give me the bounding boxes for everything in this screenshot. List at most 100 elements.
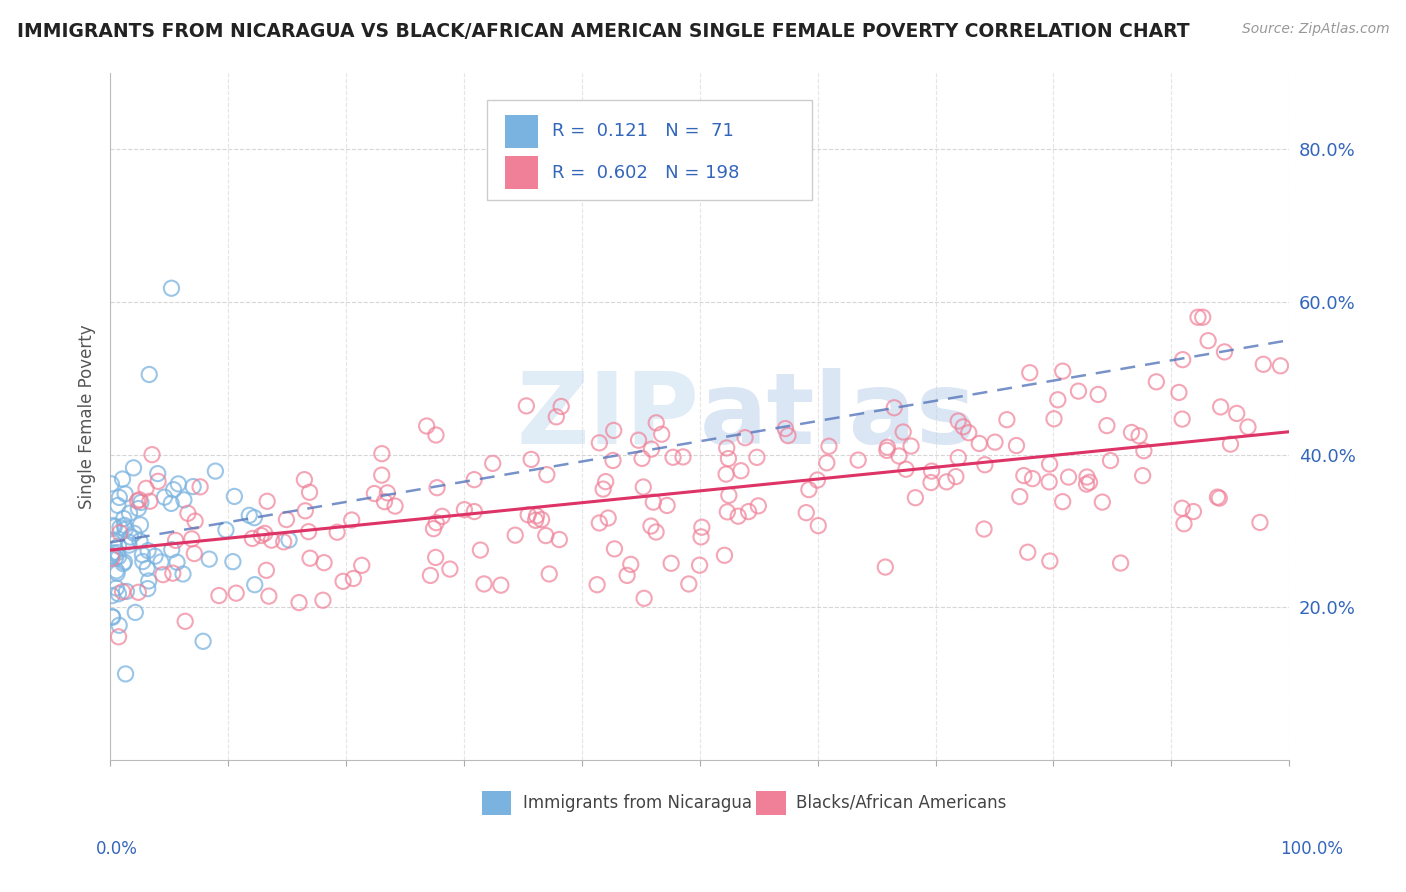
Point <box>1187 310 1209 325</box>
Point <box>132 555 155 569</box>
Point <box>172 566 194 581</box>
Point <box>659 556 682 570</box>
FancyBboxPatch shape <box>505 115 538 148</box>
Point <box>1052 364 1074 378</box>
Point <box>139 494 162 508</box>
Point <box>101 546 124 560</box>
Point <box>672 450 695 464</box>
Point <box>713 549 735 563</box>
Point <box>1226 406 1249 420</box>
Point <box>253 526 276 541</box>
FancyBboxPatch shape <box>488 101 811 200</box>
Point <box>1091 495 1114 509</box>
Point <box>616 568 638 582</box>
Point <box>430 509 453 524</box>
Point <box>747 499 769 513</box>
Point <box>645 524 668 539</box>
Point <box>105 566 128 581</box>
Point <box>108 491 131 505</box>
Point <box>1052 494 1074 508</box>
Point <box>377 486 399 500</box>
Point <box>167 476 190 491</box>
Point <box>1043 412 1066 426</box>
Point <box>1182 504 1205 518</box>
Point <box>101 610 124 624</box>
Point <box>160 542 183 557</box>
Y-axis label: Single Female Poverty: Single Female Poverty <box>79 324 96 508</box>
Point <box>120 530 142 544</box>
Point <box>153 490 176 504</box>
Point <box>776 428 799 442</box>
Point <box>595 475 617 489</box>
Point <box>745 450 768 465</box>
Point <box>550 400 572 414</box>
Point <box>1133 443 1156 458</box>
Point <box>112 555 135 569</box>
Text: R =  0.602   N = 198: R = 0.602 N = 198 <box>553 163 740 182</box>
Point <box>995 412 1018 426</box>
Point <box>191 634 214 648</box>
Point <box>104 550 127 565</box>
Point <box>118 506 141 520</box>
Point <box>1076 470 1098 484</box>
Point <box>717 451 740 466</box>
Point <box>129 534 152 549</box>
Point <box>326 525 349 540</box>
Point <box>1253 357 1275 371</box>
Point <box>1270 359 1292 373</box>
Point <box>1208 491 1230 505</box>
Point <box>146 467 169 481</box>
Point <box>794 506 817 520</box>
Point <box>160 281 183 295</box>
Point <box>515 399 537 413</box>
Point <box>530 512 553 526</box>
Point <box>332 574 354 589</box>
Point <box>111 472 134 486</box>
Point <box>373 494 395 508</box>
Point <box>904 491 927 505</box>
Text: R =  0.121   N =  71: R = 0.121 N = 71 <box>553 122 734 140</box>
Point <box>517 508 540 522</box>
Point <box>260 533 283 548</box>
Point <box>481 456 503 470</box>
Point <box>538 566 561 581</box>
Point <box>453 502 475 516</box>
Point <box>472 577 495 591</box>
Point <box>524 513 547 527</box>
Point <box>312 593 335 607</box>
Point <box>177 506 200 520</box>
Point <box>689 558 711 573</box>
Point <box>737 505 759 519</box>
Point <box>651 427 673 442</box>
Point <box>967 436 990 450</box>
Point <box>425 550 447 565</box>
Point <box>149 555 172 569</box>
Point <box>463 473 485 487</box>
Point <box>419 568 441 582</box>
Point <box>678 577 700 591</box>
Point <box>894 462 917 476</box>
Point <box>633 591 655 606</box>
Point <box>717 488 740 502</box>
Point <box>945 469 967 483</box>
Point <box>973 458 995 472</box>
Point <box>1008 490 1031 504</box>
Point <box>370 468 392 483</box>
Point <box>242 532 264 546</box>
Point <box>273 534 295 549</box>
Point <box>716 505 738 519</box>
Point <box>536 467 558 482</box>
Point <box>181 479 204 493</box>
Point <box>350 558 373 573</box>
Point <box>250 528 273 542</box>
Point <box>952 419 974 434</box>
Point <box>100 476 122 491</box>
Point <box>1237 420 1260 434</box>
Point <box>734 431 756 445</box>
Point <box>1209 400 1232 414</box>
Point <box>846 453 869 467</box>
Point <box>107 549 129 564</box>
Point <box>204 464 226 478</box>
Point <box>138 368 160 382</box>
Point <box>1018 366 1040 380</box>
